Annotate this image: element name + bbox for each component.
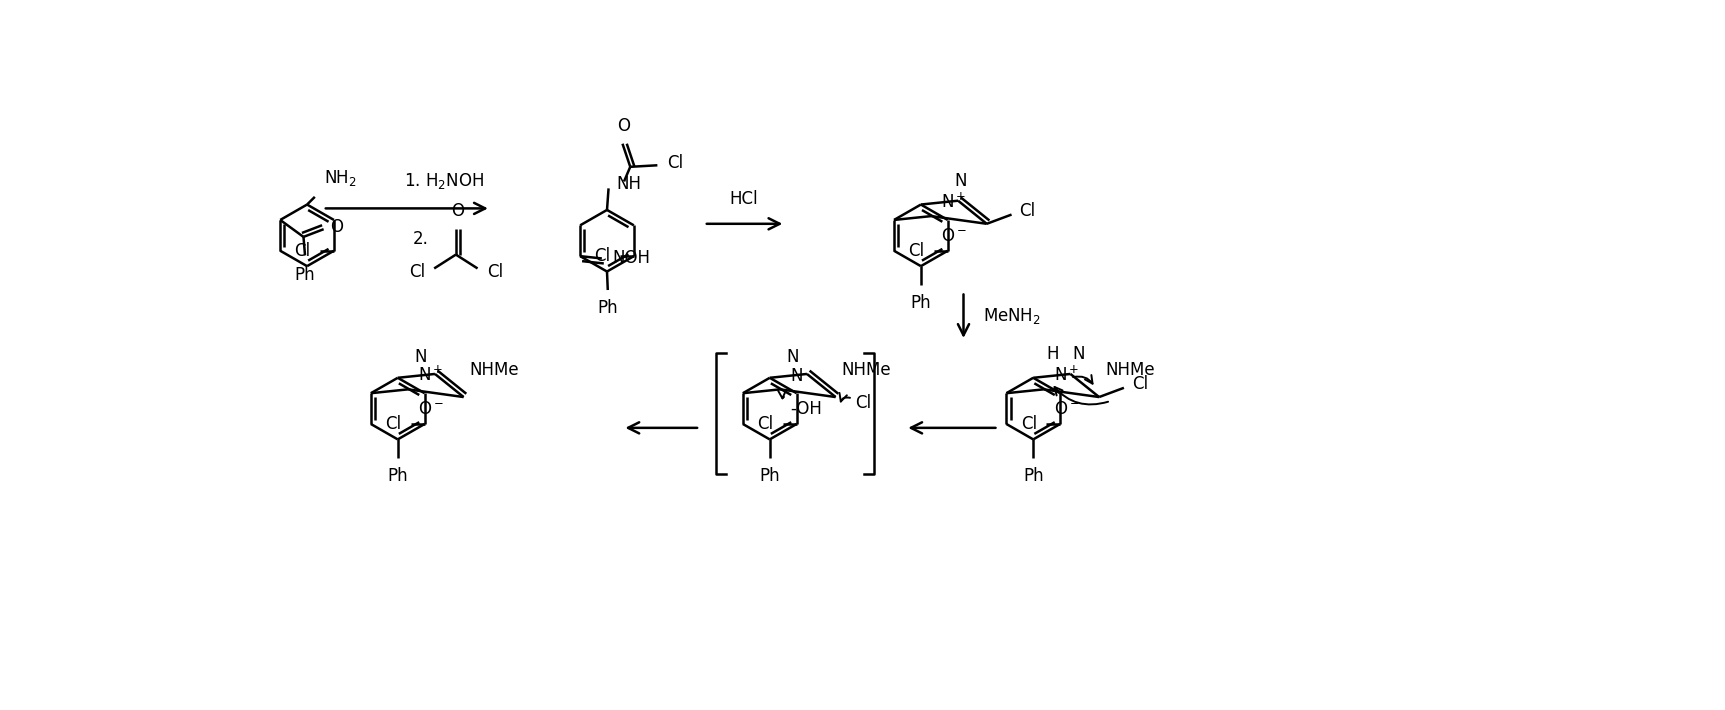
Text: N: N bbox=[790, 367, 802, 385]
Text: Cl: Cl bbox=[757, 415, 773, 433]
Text: N: N bbox=[1073, 345, 1085, 364]
Text: Cl: Cl bbox=[295, 241, 310, 260]
Text: H: H bbox=[1047, 345, 1059, 364]
Text: O$^-$: O$^-$ bbox=[417, 400, 445, 418]
Text: Ph: Ph bbox=[295, 266, 316, 284]
Text: Cl: Cl bbox=[1019, 202, 1035, 219]
Text: N: N bbox=[787, 348, 799, 366]
Text: N$^+$: N$^+$ bbox=[417, 366, 443, 385]
Text: Ph: Ph bbox=[1023, 467, 1044, 485]
Text: O$^-$: O$^-$ bbox=[1054, 400, 1080, 418]
Text: N$^+$: N$^+$ bbox=[1054, 366, 1080, 385]
Text: Cl: Cl bbox=[666, 154, 683, 172]
Text: Cl: Cl bbox=[486, 263, 504, 280]
Text: Cl: Cl bbox=[1021, 415, 1037, 433]
Text: Ph: Ph bbox=[911, 294, 932, 312]
Text: NH$_2$: NH$_2$ bbox=[324, 168, 357, 187]
Text: 2.: 2. bbox=[414, 230, 430, 248]
Text: Cl: Cl bbox=[856, 394, 871, 413]
Text: NHMe: NHMe bbox=[842, 361, 892, 378]
Text: HCl: HCl bbox=[730, 190, 759, 209]
Text: Ph: Ph bbox=[388, 467, 409, 485]
Text: O: O bbox=[450, 202, 464, 220]
Text: N: N bbox=[954, 172, 966, 190]
Text: NOH: NOH bbox=[612, 249, 650, 268]
Text: NHMe: NHMe bbox=[1106, 361, 1156, 378]
Text: Cl: Cl bbox=[909, 241, 925, 260]
Text: NH: NH bbox=[616, 175, 642, 192]
Text: Cl: Cl bbox=[1132, 375, 1147, 393]
Text: N: N bbox=[414, 348, 428, 366]
Text: Cl: Cl bbox=[595, 247, 611, 265]
Text: N$^+$: N$^+$ bbox=[942, 192, 966, 212]
Text: O: O bbox=[329, 218, 343, 236]
Text: Ph: Ph bbox=[759, 467, 780, 485]
Text: -OH: -OH bbox=[790, 400, 823, 418]
Text: Cl: Cl bbox=[385, 415, 402, 433]
Text: Cl: Cl bbox=[409, 263, 424, 280]
Text: O$^-$: O$^-$ bbox=[942, 227, 968, 245]
Text: Ph: Ph bbox=[597, 299, 618, 317]
Text: NHMe: NHMe bbox=[469, 361, 519, 378]
Text: MeNH$_2$: MeNH$_2$ bbox=[983, 306, 1040, 326]
Text: O: O bbox=[618, 117, 631, 135]
Text: 1. H$_2$NOH: 1. H$_2$NOH bbox=[404, 171, 485, 192]
